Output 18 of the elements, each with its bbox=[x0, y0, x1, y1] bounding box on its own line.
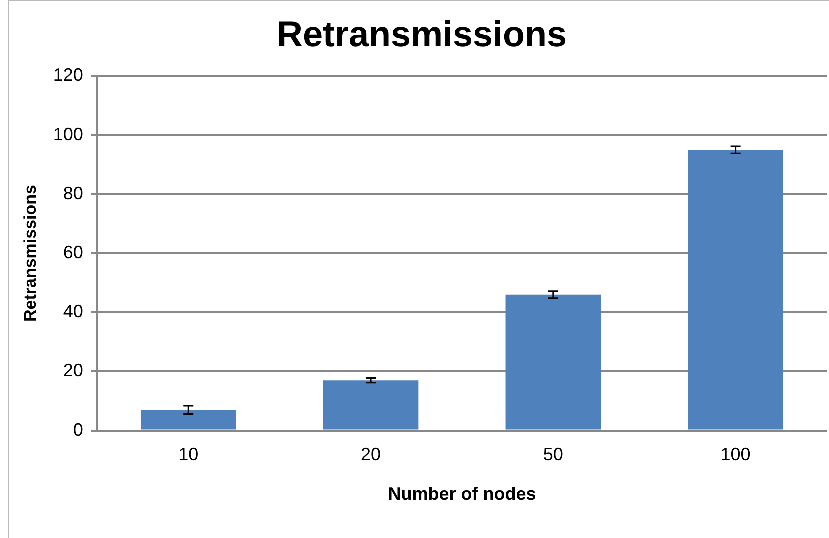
y-axis-title: Retransmissions bbox=[20, 185, 40, 322]
y-tick-label: 100 bbox=[53, 124, 84, 144]
chart-title: Retransmissions bbox=[276, 14, 568, 55]
y-tick-label: 120 bbox=[53, 65, 84, 86]
y-tick-label: 80 bbox=[63, 183, 84, 204]
x-tick-label: 10 bbox=[178, 444, 199, 465]
x-tick-label: 50 bbox=[543, 444, 564, 465]
y-tick-label: 0 bbox=[73, 420, 84, 440]
y-tick-label: 60 bbox=[63, 242, 84, 262]
x-axis-title: Number of nodes bbox=[388, 484, 536, 504]
y-tick-label: 40 bbox=[63, 302, 84, 322]
bar bbox=[688, 150, 784, 430]
bar bbox=[140, 410, 236, 430]
y-tick-label: 20 bbox=[63, 360, 84, 381]
x-tick-label: 100 bbox=[720, 444, 751, 465]
bar bbox=[506, 294, 602, 430]
bar bbox=[323, 380, 419, 430]
x-tick-label: 20 bbox=[361, 444, 382, 465]
